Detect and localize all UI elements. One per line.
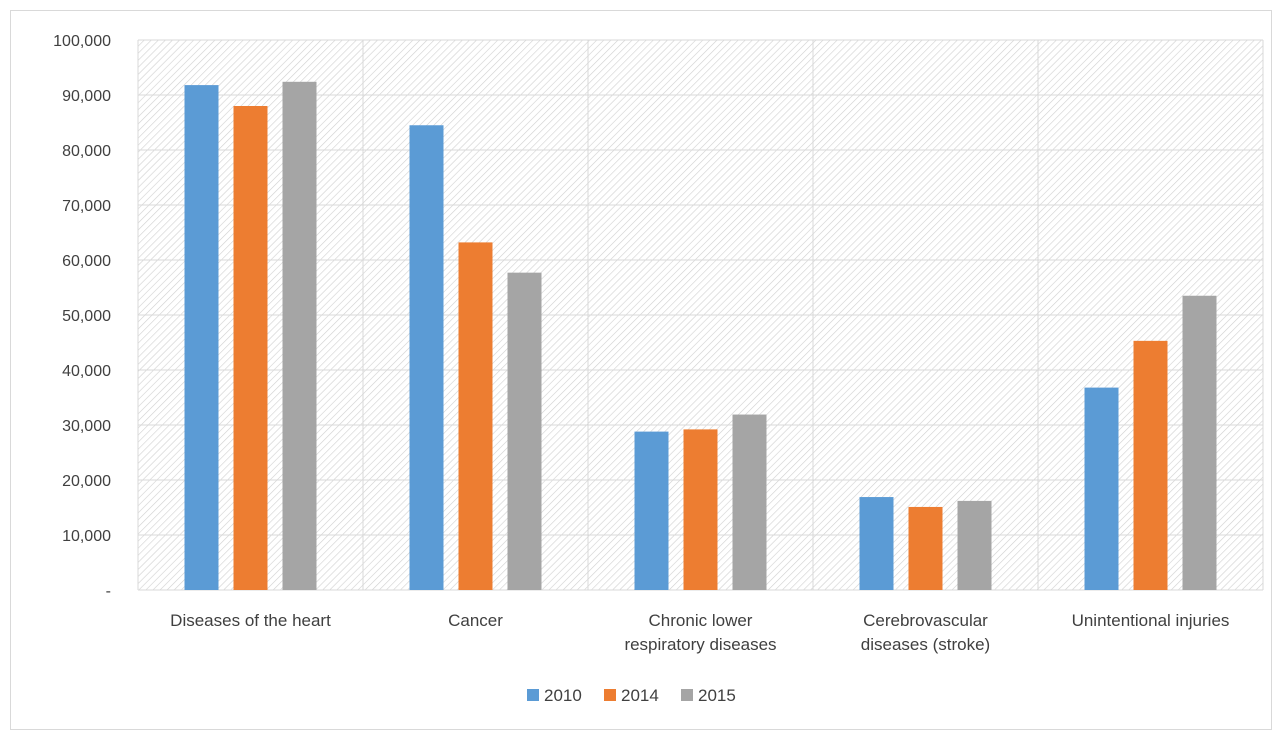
legend-label: 2015 (698, 686, 736, 705)
bar-2010 (184, 85, 219, 590)
bars (184, 81, 1217, 591)
bar-2014 (683, 429, 718, 590)
gridlines (137, 39, 1264, 591)
y-tick-label: 40,000 (62, 363, 111, 380)
bar-2014 (233, 106, 268, 590)
legend-label: 2014 (621, 686, 659, 705)
legend-swatch (681, 689, 693, 701)
y-tick-label: 100,000 (53, 33, 111, 50)
x-tick-label: Unintentional injuries (1072, 611, 1230, 630)
legend-label: 2010 (544, 686, 582, 705)
y-tick-label: 10,000 (62, 528, 111, 545)
y-tick-label: 30,000 (62, 418, 111, 435)
x-tick-label: Chronic lower respiratory diseases (624, 611, 776, 654)
y-axis: - 10,000 20,000 30,000 40,000 50,000 60,000 70,… (53, 33, 111, 600)
y-tick-label: 90,000 (62, 88, 111, 105)
y-tick-label: 20,000 (62, 473, 111, 490)
x-tick-label: Diseases of the heart (170, 611, 331, 630)
bar-2014 (908, 506, 943, 590)
bar-2015 (957, 500, 992, 590)
bar-2015 (507, 272, 542, 590)
bar-2015 (1182, 295, 1217, 590)
bar-2014 (1133, 340, 1168, 590)
bar-2015 (732, 414, 767, 590)
y-tick-label: - (106, 583, 111, 600)
y-tick-label: 80,000 (62, 143, 111, 160)
x-tick-label: Cerebrovascular diseases (stroke) (861, 611, 990, 654)
y-tick-label: 50,000 (62, 308, 111, 325)
bar-2014 (458, 242, 493, 590)
y-tick-label: 70,000 (62, 198, 111, 215)
legend-swatch (604, 689, 616, 701)
y-tick-label: 60,000 (62, 253, 111, 270)
bar-2015 (282, 81, 317, 591)
legend-swatch (527, 689, 539, 701)
x-tick-label: Cancer (448, 611, 503, 630)
x-axis: Diseases of the heart Cancer Chronic lower… (170, 611, 1229, 654)
bar-2010 (409, 125, 444, 590)
bar-2010 (1084, 387, 1119, 590)
bar-2010 (859, 497, 894, 590)
legend: 2010 2014 2015 (527, 686, 736, 705)
bar-2010 (634, 431, 669, 590)
